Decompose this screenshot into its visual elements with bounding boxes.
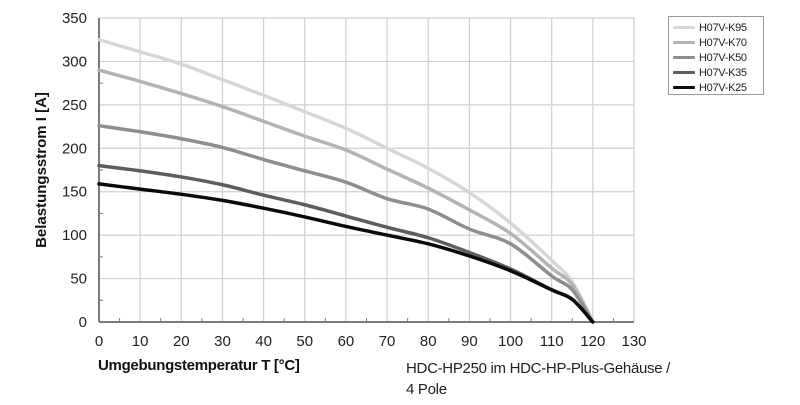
svg-text:350: 350 <box>62 10 87 27</box>
caption-line-1: HDC-HP250 im HDC-HP-Plus-Gehäuse / <box>406 360 671 377</box>
svg-text:90: 90 <box>461 333 478 350</box>
legend-swatch <box>673 41 695 44</box>
caption-line-2: 4 Pole <box>406 381 447 398</box>
svg-text:130: 130 <box>621 333 646 350</box>
svg-text:80: 80 <box>420 333 437 350</box>
svg-text:20: 20 <box>173 333 190 350</box>
svg-text:50: 50 <box>296 333 313 350</box>
svg-text:40: 40 <box>255 333 272 350</box>
series-line-h07v-k50 <box>97 123 595 324</box>
svg-text:60: 60 <box>338 333 355 350</box>
legend-label: H07V-K70 <box>699 36 747 49</box>
legend-label: H07V-K35 <box>699 66 747 79</box>
chart-caption: HDC-HP250 im HDC-HP-Plus-Gehäuse / 4 Pol… <box>406 358 670 400</box>
svg-text:10: 10 <box>132 333 149 350</box>
legend-swatch <box>673 56 695 59</box>
series-line-h07v-k70 <box>97 68 595 324</box>
legend-item-k95: H07V-K95 <box>673 20 747 35</box>
svg-text:70: 70 <box>379 333 396 350</box>
svg-text:110: 110 <box>540 333 564 350</box>
series-line-h07v-k25 <box>97 182 595 324</box>
legend-label: H07V-K25 <box>699 81 747 94</box>
x-axis-title: Umgebungstemperatur T [°C] <box>98 357 300 374</box>
svg-text:250: 250 <box>62 97 87 114</box>
series-line-h07v-k95 <box>97 37 595 324</box>
data-series <box>97 37 595 324</box>
svg-text:100: 100 <box>62 227 87 244</box>
svg-text:50: 50 <box>70 271 87 288</box>
legend-item-k50: H07V-K50 <box>673 50 747 65</box>
legend-item-k70: H07V-K70 <box>673 35 747 50</box>
gridlines <box>99 17 635 322</box>
svg-text:300: 300 <box>62 53 87 70</box>
svg-text:30: 30 <box>214 333 231 350</box>
svg-text:150: 150 <box>62 184 87 201</box>
legend-item-k35: H07V-K35 <box>673 65 747 80</box>
svg-text:0: 0 <box>79 314 87 331</box>
y-axis-title: Belastungsstrom I [A] <box>33 92 50 248</box>
svg-text:120: 120 <box>580 333 605 350</box>
legend-swatch <box>673 86 695 89</box>
tick-labels: 0 10 20 30 40 50 60 70 80 90 100 110 120 130 0 50 100 150… <box>62 10 647 350</box>
legend-swatch <box>673 26 695 29</box>
legend: H07V-K95 H07V-K70 H07V-K50 H07V-K35 H07V… <box>668 16 764 95</box>
legend-swatch <box>673 71 695 74</box>
svg-text:200: 200 <box>62 140 87 157</box>
legend-label: H07V-K95 <box>699 21 747 34</box>
legend-item-k25: H07V-K25 <box>673 80 747 95</box>
legend-label: H07V-K50 <box>699 51 747 64</box>
svg-text:0: 0 <box>95 333 103 350</box>
svg-text:100: 100 <box>498 333 523 350</box>
